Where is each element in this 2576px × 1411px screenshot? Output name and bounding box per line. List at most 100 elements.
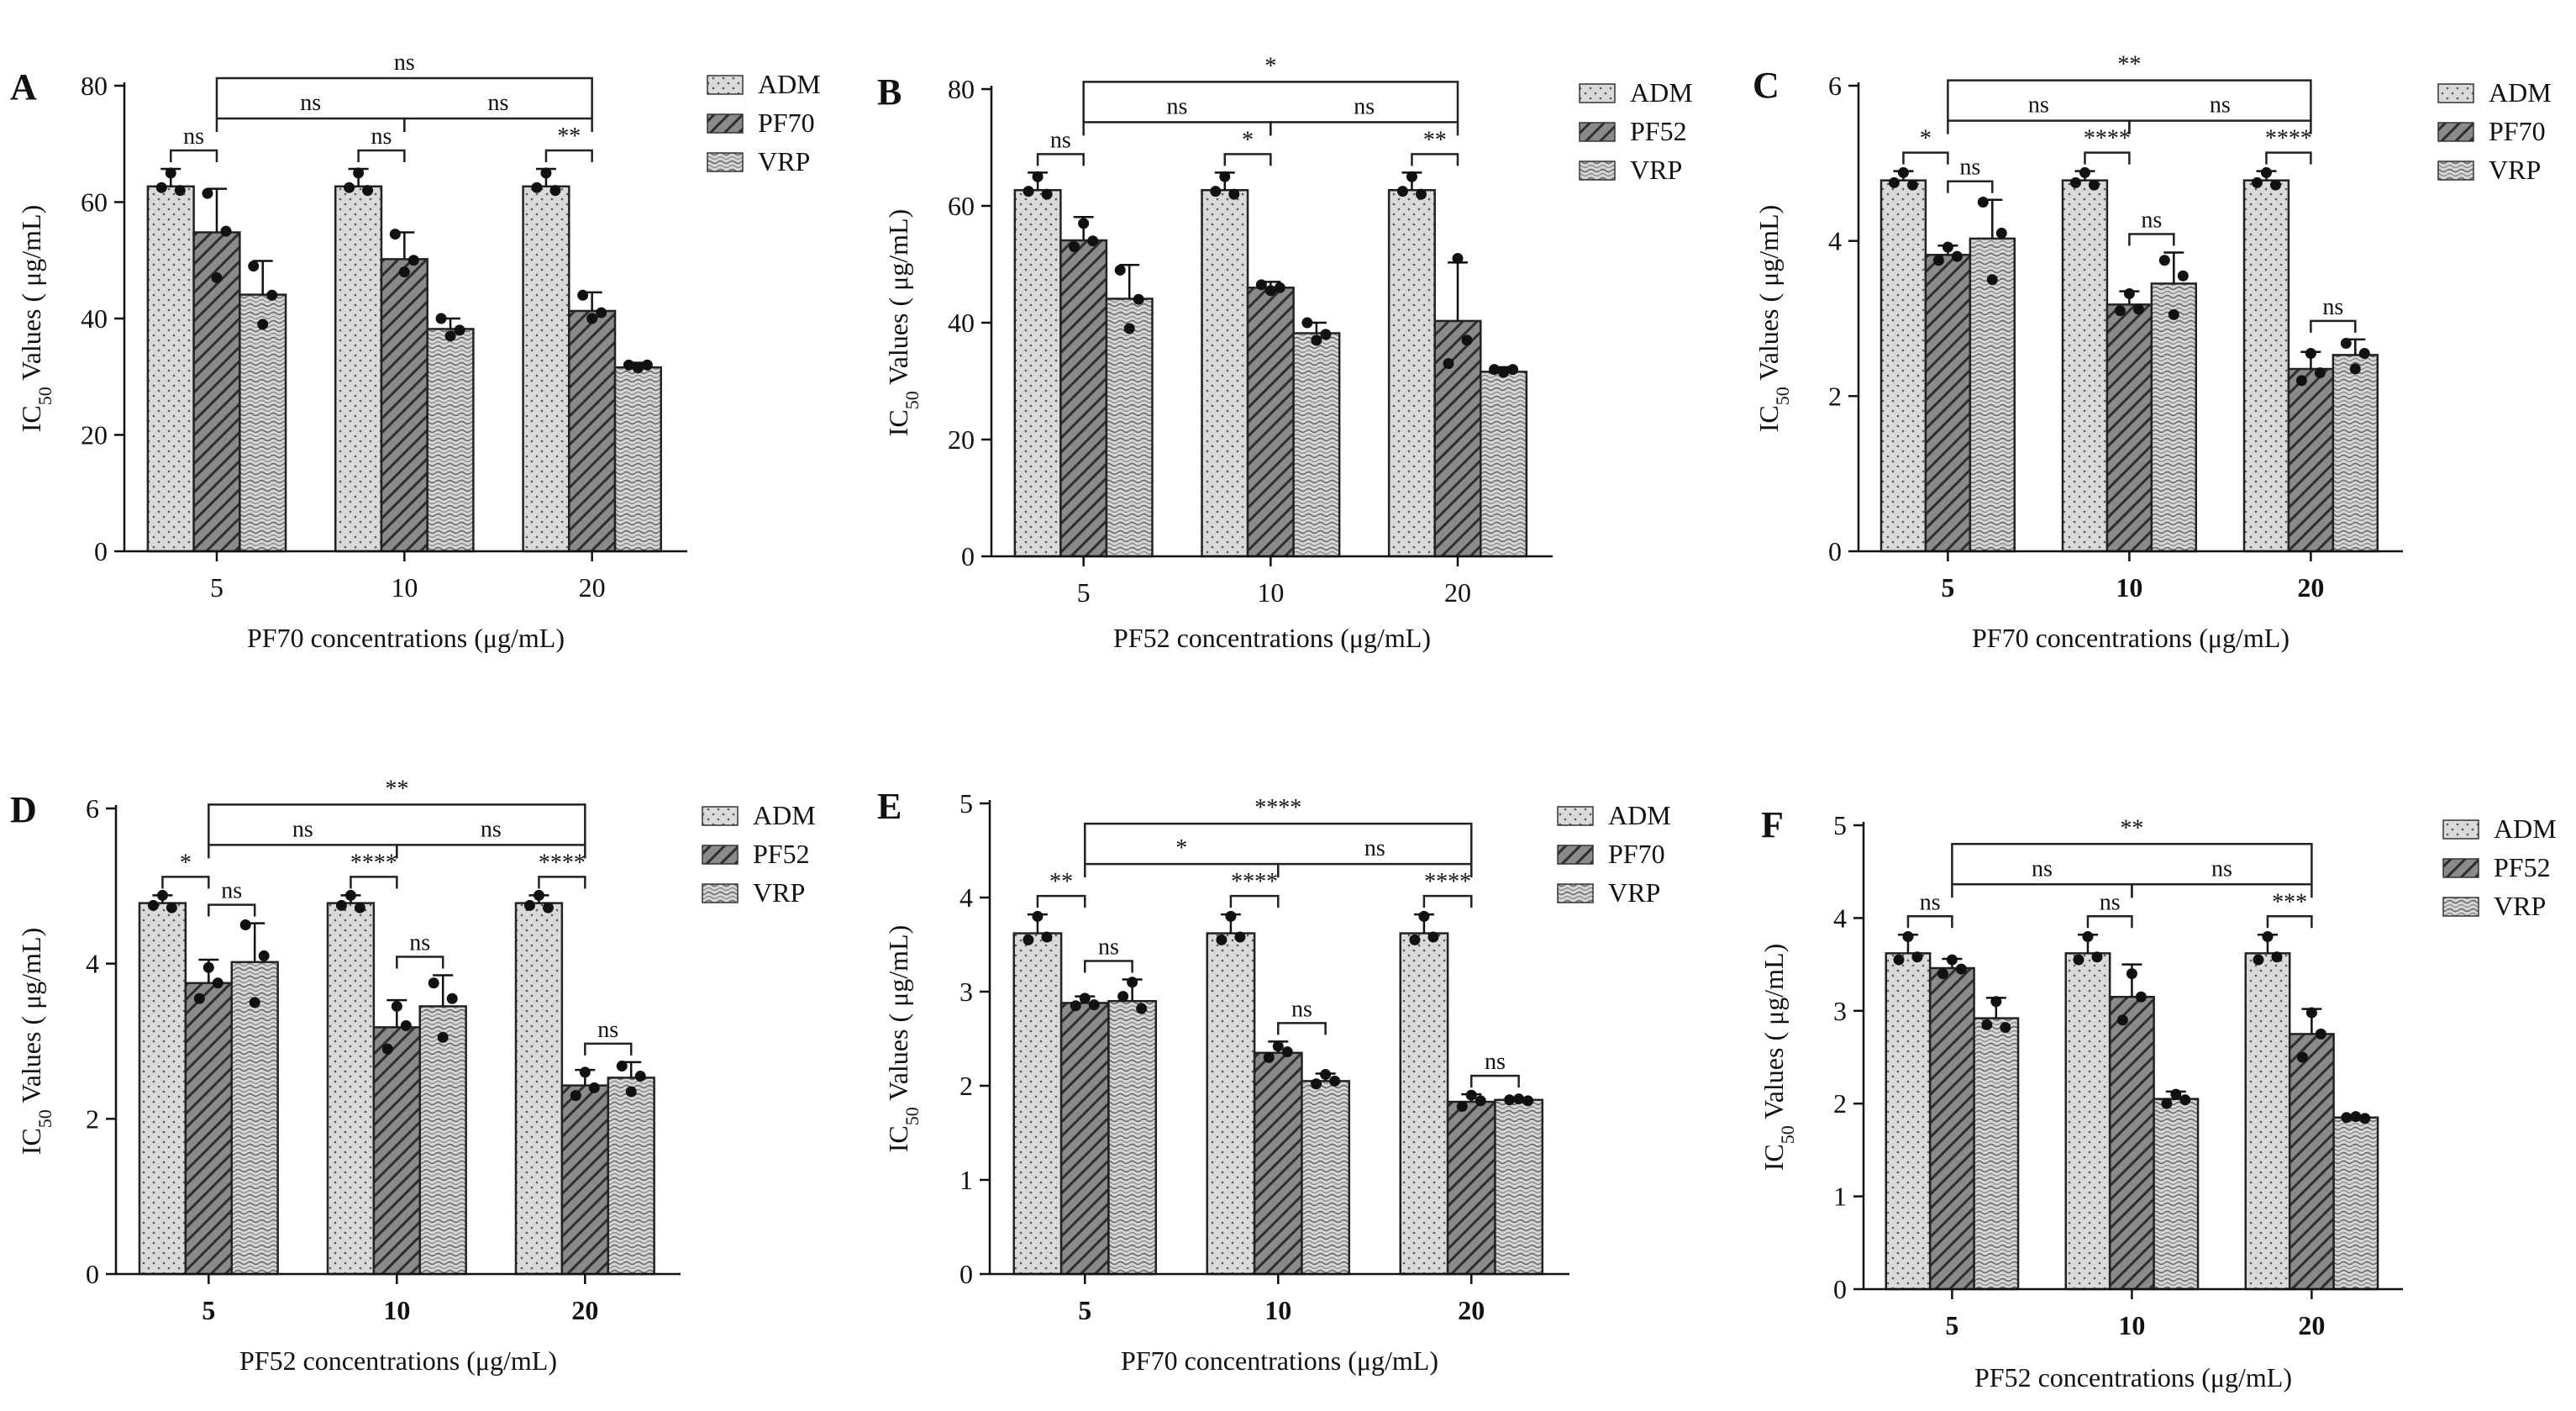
significance-bracket [1229,894,1280,908]
significance-bracket [1951,843,2313,885]
significance-label: ns [2032,856,2053,882]
data-point [1452,253,1464,265]
significance-label: ns [1098,934,1119,960]
data-point [1522,1095,1534,1107]
data-point [1078,218,1090,229]
data-point [1396,186,1408,197]
data-point [1942,241,1953,253]
data-point [147,899,159,911]
data-point [202,961,214,973]
significance-label: ns [2028,92,2049,118]
y-tick-label: 5 [1833,810,1847,840]
legend-label-vrp: VRP [753,877,805,908]
x-tick-label: 5 [1078,1295,1091,1325]
significance-bracket [396,844,586,859]
significance-bracket [161,876,210,889]
data-point [2091,951,2103,963]
data-point [220,225,232,237]
x-axis-label: PF70 concentrations (μg/mL) [247,623,565,653]
bar-pf52-5 [1059,239,1108,558]
bar-adm-5 [1013,188,1062,558]
data-point [1955,963,1967,975]
legend-label-adm: ADM [1608,800,1671,830]
data-point [1070,1000,1081,1012]
y-tick-label: 1 [1833,1182,1847,1212]
significance-bracket [2128,119,2312,134]
bar-pf70-20 [2287,367,2335,553]
bar-vrp-5 [1969,237,2016,553]
data-point [2179,1094,2191,1106]
data-point [1977,197,1989,208]
data-point [1311,1078,1322,1090]
data-point [193,992,205,1004]
bar-vrp-20 [1494,1098,1544,1276]
bar-vrp-10 [2150,282,2198,553]
bar-vrp-5 [1973,1017,2020,1291]
data-point [1995,227,2007,239]
y-axis-label: IC50 Values ( μg/mL) [1753,205,1793,433]
data-point [2114,305,2126,317]
bar-adm-10 [2061,179,2109,553]
data-point [616,1061,628,1072]
legend-swatch-pf52 [1579,122,1616,142]
data-point [1489,364,1501,376]
data-point [540,167,552,179]
significance-label: **** [350,850,397,876]
data-point [1937,968,1948,980]
significance-bracket [1470,1074,1520,1088]
significance-bracket [1084,960,1133,973]
bar-pf52-20 [560,1084,610,1276]
significance-label: ns [1485,1049,1506,1075]
significance-label: ns [292,816,313,842]
significance-label: **** [1231,869,1278,895]
data-point [362,185,374,197]
x-tick-label: 5 [202,1295,215,1325]
data-point [2079,166,2090,178]
significance-label: * [180,850,192,876]
data-point [1320,329,1332,340]
bar-vrp-10 [1292,332,1341,558]
data-point [588,1082,600,1093]
x-tick-label: 20 [2298,1310,2325,1340]
significance-bracket [1906,915,1953,929]
panel-D: D 0 2 4 6 5 10 20 PF52 concentrations (μg/mL) IC5… [10,776,816,1376]
data-point [2000,1022,2011,1034]
data-point [353,167,365,179]
significance-bracket [2131,883,2313,898]
panel-letter: D [10,789,37,830]
bar-vrp-20 [613,366,662,553]
bar-adm-10 [326,902,376,1276]
data-point [2132,303,2144,315]
significance-bracket [2084,151,2131,165]
data-point [381,1043,393,1055]
legend-label-pf52: PF52 [753,839,810,869]
data-point [1228,188,1240,200]
data-point [1329,1075,1341,1087]
data-point [1088,999,1100,1011]
legend-swatch-vrp [2437,161,2474,181]
y-tick-label: 4 [86,949,99,979]
significance-label: ns [1354,93,1375,119]
data-point [2126,968,2137,980]
data-point [202,187,213,199]
legend-label-pf70: PF70 [2489,116,2546,146]
bar-adm-20 [1399,932,1449,1276]
y-tick-label: 20 [948,424,975,455]
significance-bracket [1902,151,1949,165]
data-point [407,255,419,266]
data-point [1981,1019,1993,1030]
significance-bracket [544,149,593,163]
significance-label: *** [2272,889,2307,915]
bar-adm-20 [514,902,564,1276]
data-point [531,182,543,193]
legend-swatch-vrp [702,883,739,903]
x-axis-label: PF70 concentrations (μg/mL) [1121,1345,1438,1376]
bar-vrp-10 [1301,1080,1351,1276]
data-point [435,313,447,324]
data-point [523,899,535,911]
data-point [1906,179,1918,191]
significance-label: **** [1424,869,1471,895]
significance-label: ** [2120,815,2143,841]
significance-label: ns [488,90,509,116]
y-axis-label: IC50 Values ( μg/mL) [16,928,55,1156]
